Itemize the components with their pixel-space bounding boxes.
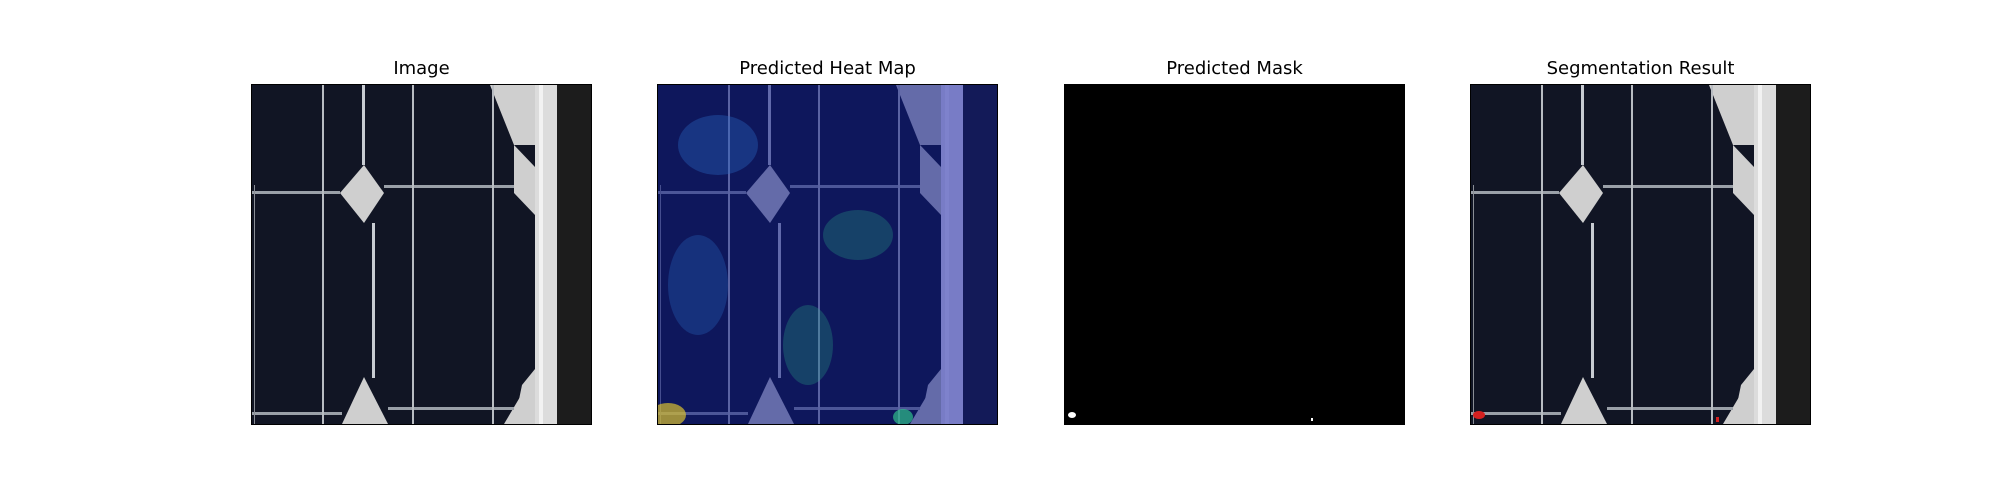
panel-title: Predicted Mask (1166, 58, 1303, 79)
mask-image (1064, 84, 1405, 425)
panel-title: Segmentation Result (1546, 58, 1735, 79)
heat-map-image (657, 84, 998, 425)
solar-cell-image (251, 84, 592, 425)
segmentation-image (1470, 84, 1811, 425)
panel-title: Predicted Heat Map (739, 58, 916, 79)
panel-title: Image (393, 58, 450, 79)
